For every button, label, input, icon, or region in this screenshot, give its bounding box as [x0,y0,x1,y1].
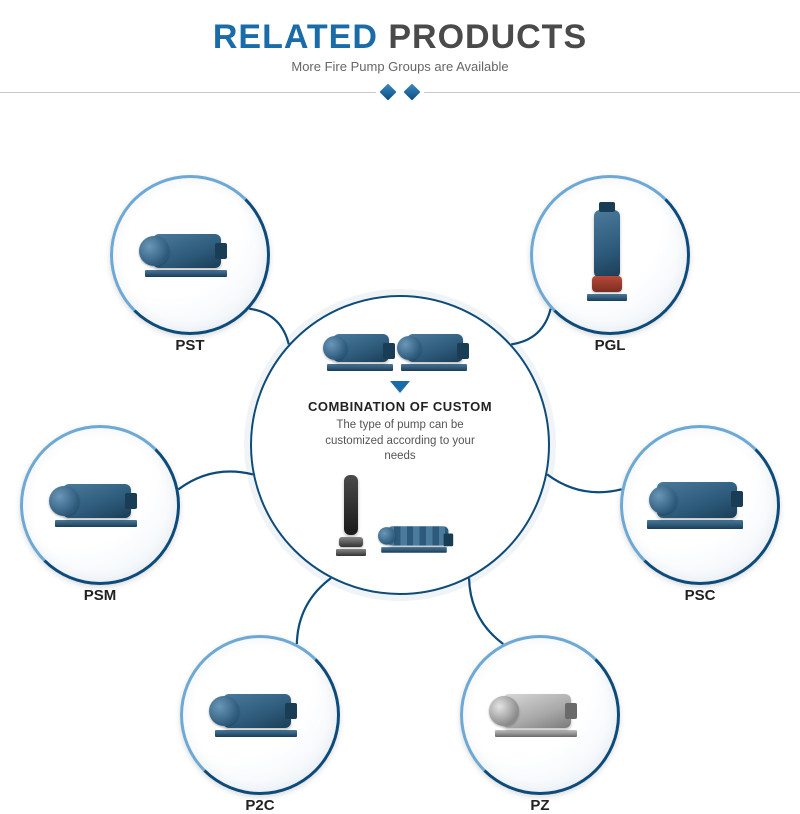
center-content: COMBINATION OF CUSTOM The type of pump c… [265,310,535,580]
divider-diamond-icon [380,84,397,101]
product-node-psc[interactable] [620,425,780,585]
product-node-pgl[interactable] [530,175,690,335]
pump-icon [503,694,577,737]
product-node-psm[interactable] [20,425,180,585]
divider-line-left [0,92,376,93]
center-title: COMBINATION OF CUSTOM [308,399,492,414]
pump-icon [333,334,393,371]
divider-diamond-icon [404,84,421,101]
center-pumps-top [333,334,467,371]
product-label: PSC [620,587,780,604]
divider [0,86,800,98]
pump-icon [657,482,743,529]
subtitle: More Fire Pump Groups are Available [0,59,800,74]
chevron-down-icon [390,381,410,393]
product-label: PSM [20,587,180,604]
page-title: RELATED PRODUCTS [0,18,800,57]
product-node-pst[interactable] [110,175,270,335]
pump-icon [344,475,366,556]
center-pumps-bottom [344,475,456,556]
divider-line-right [424,92,800,93]
pump-icon [223,694,297,737]
product-node-p2c[interactable] [180,635,340,795]
pump-icon [388,526,449,552]
pump-icon [594,210,627,301]
pump-icon [407,334,467,371]
header: RELATED PRODUCTS More Fire Pump Groups a… [0,0,800,98]
product-label: PGL [530,337,690,354]
product-label: PST [110,337,270,354]
diagram: COMBINATION OF CUSTOM The type of pump c… [0,105,800,800]
title-plain: PRODUCTS [388,18,587,56]
pump-icon [63,484,137,527]
center-description: The type of pump can be customized accor… [310,418,490,465]
pump-icon [153,234,227,277]
title-accent: RELATED [213,18,378,56]
product-node-pz[interactable] [460,635,620,795]
